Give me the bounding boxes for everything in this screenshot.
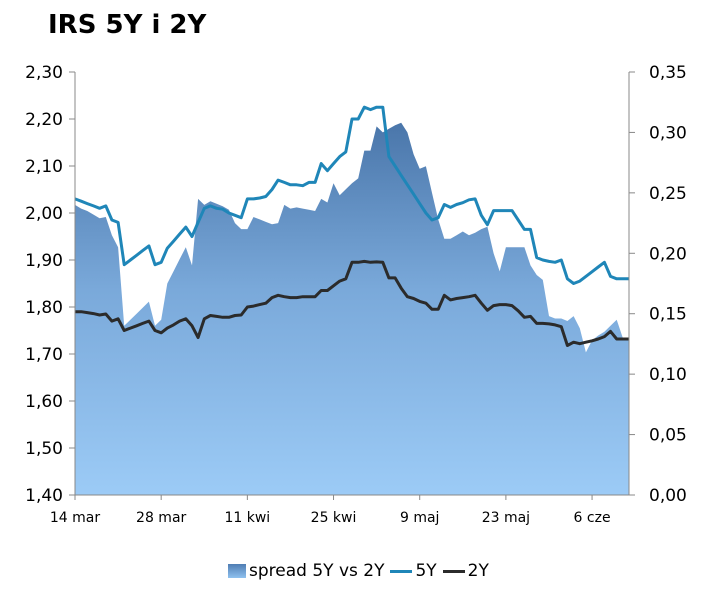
legend: spread 5Y vs 2Y 5Y 2Y — [228, 561, 495, 581]
series-line-5y — [74, 105, 629, 285]
left-axis-tick-label: 1,90 — [25, 251, 63, 271]
right-axis-tick-label: 0,35 — [649, 63, 687, 83]
right-axis-tick-label: 0,25 — [649, 184, 687, 204]
right-axis-tick-label: 0,10 — [649, 365, 687, 385]
right-axis-tick-label: 0,15 — [649, 305, 687, 325]
right-axis-tick-label: 0,20 — [649, 244, 687, 264]
left-axis-tick-label: 2,10 — [25, 157, 63, 177]
left-axis-tick-label: 1,80 — [25, 298, 63, 318]
left-axis-tick-label: 1,60 — [25, 392, 63, 412]
legend-swatch-2y — [442, 569, 465, 573]
legend-label-5y: 5Y — [415, 561, 437, 581]
legend-item-spread: spread 5Y vs 2Y — [228, 561, 384, 581]
left-axis-tick-label: 2,00 — [25, 204, 63, 224]
x-axis-tick-label: 11 kwi — [224, 510, 270, 526]
x-axis-tick-label: 14 mar — [50, 510, 100, 526]
x-axis-tick-label: 28 mar — [136, 510, 186, 526]
right-axis-tick-label: 0,30 — [649, 123, 687, 143]
x-axis-tick-label: 25 kwi — [311, 510, 357, 526]
series-area-spread — [75, 122, 629, 496]
chart-title: IRS 5Y i 2Y — [48, 10, 207, 40]
left-axis-tick-label: 2,30 — [25, 63, 63, 83]
left-axis-tick-label: 1,70 — [25, 345, 63, 365]
series-line-2y — [75, 259, 629, 347]
right-axis-tick-label: 0,00 — [649, 486, 687, 506]
legend-swatch-5y — [390, 569, 413, 573]
left-axis-tick-label: 1,40 — [25, 486, 63, 506]
left-axis-tick-label: 2,20 — [25, 110, 63, 130]
legend-item-2y: 2Y — [442, 561, 489, 581]
left-axis-tick-label: 1,50 — [25, 439, 63, 459]
legend-item-5y: 5Y — [390, 561, 437, 581]
x-axis-tick-label: 23 maj — [482, 510, 530, 526]
legend-label-2y: 2Y — [467, 561, 489, 581]
x-axis-tick-label: 6 cze — [574, 510, 611, 526]
x-axis-tick-label: 9 maj — [400, 510, 439, 526]
legend-swatch-spread — [228, 564, 246, 578]
legend-label-spread: spread 5Y vs 2Y — [249, 561, 385, 581]
right-axis-tick-label: 0,05 — [649, 426, 687, 446]
